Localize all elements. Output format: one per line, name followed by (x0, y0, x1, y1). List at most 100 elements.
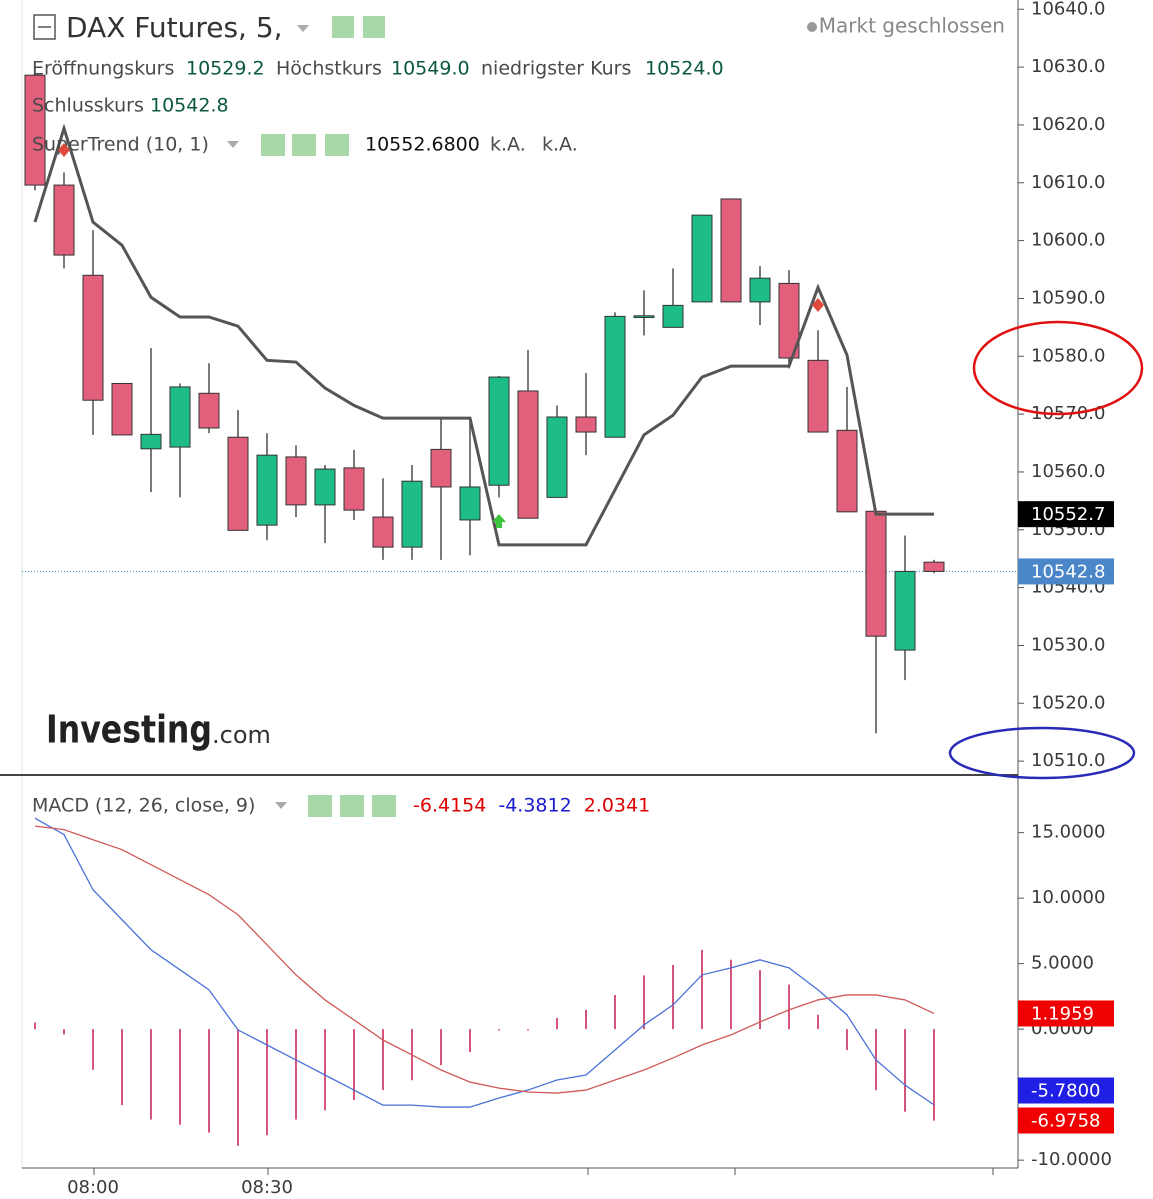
candle-body (140, 433, 162, 450)
dropdown[interactable] (275, 802, 287, 809)
last-value-box (1018, 1077, 1114, 1104)
eye-icon[interactable] (332, 16, 354, 38)
y-tick-label: 10590.0 (1031, 287, 1105, 308)
indicator-value: 10552.6800 (365, 134, 480, 156)
last-value-label: -6.9758 (1031, 1111, 1100, 1132)
macd-line (34, 817, 935, 1108)
legend-value: 10529.2 (186, 58, 265, 80)
candle-body (662, 304, 684, 328)
candle-body (865, 510, 887, 637)
candle-body (343, 467, 365, 511)
candle-body (923, 561, 945, 572)
legend-value: -4.3812 (498, 795, 571, 817)
macd-legend: -6.4154 -4.3812 2.0341 (413, 795, 650, 817)
candle-body (488, 376, 510, 486)
y-tick-label: 10620.0 (1031, 114, 1105, 135)
candle-body (256, 454, 278, 526)
status-dot (807, 22, 817, 32)
y-tick-label: 10.0000 (1031, 887, 1105, 908)
y-tick-label: 10520.0 (1031, 692, 1105, 713)
y-tick-label: 10630.0 (1031, 56, 1105, 77)
y-tick-label: 10600.0 (1031, 230, 1105, 251)
candle-body (836, 429, 858, 513)
close-icon[interactable] (325, 134, 349, 156)
y-tick-label: 10530.0 (1031, 634, 1105, 655)
eye-icon[interactable] (261, 134, 285, 156)
candle-body (169, 386, 191, 448)
last-value-label: 1.1959 (1031, 1003, 1094, 1024)
legend-value: 10542.8 (150, 95, 229, 117)
candle-body (314, 468, 336, 506)
y-tick-label: 10610.0 (1031, 172, 1105, 193)
time-ticks (93, 1168, 994, 1175)
candle-body (778, 282, 800, 359)
collapse-icon[interactable] (33, 14, 56, 40)
candle-body (575, 416, 597, 433)
gear-icon[interactable] (363, 16, 385, 38)
legend-value: -6.4154 (413, 795, 486, 817)
last-value-box (1018, 1000, 1114, 1027)
legend-label: niedrigster Kurs (481, 58, 631, 80)
gear-icon[interactable] (340, 795, 364, 817)
y-tick-label: 10640.0 (1031, 0, 1105, 19)
legend-value: 10524.0 (645, 58, 724, 80)
legend-value: 10549.0 (391, 58, 470, 80)
candle-body (227, 436, 249, 531)
sell-signal (812, 298, 824, 312)
dropdown[interactable] (227, 141, 239, 148)
chart-title: DAX Futures, 5, (66, 11, 283, 44)
candle-body (24, 74, 46, 186)
x-tick-label: 08:00 (67, 1177, 119, 1198)
annotation-circle (948, 726, 1136, 780)
last-value-box (1018, 501, 1114, 528)
legend-label: Eröffnungskurs (32, 58, 174, 80)
dropdown[interactable] (297, 25, 309, 32)
y-tick-label: 5.0000 (1031, 953, 1094, 974)
candle-body (691, 214, 713, 303)
candle-body (198, 392, 220, 429)
y-tick-label: 10510.0 (1031, 750, 1105, 771)
indicator-value: k.A. (490, 134, 526, 156)
sell-signal (58, 143, 70, 157)
annotation-circle (972, 320, 1144, 416)
market-status: Markt geschlossen (819, 14, 1005, 38)
indicator-name: MACD (12, 26, close, 9) (32, 795, 255, 817)
candle-body (517, 390, 539, 519)
candle-body (894, 570, 916, 651)
candle-body (372, 516, 394, 548)
candle-body (53, 184, 75, 256)
last-value-box (1018, 558, 1114, 585)
last-value-box (1018, 1107, 1114, 1134)
legend-label: Schlusskurs (32, 95, 144, 117)
candle-body (459, 486, 481, 521)
candle-body (285, 456, 307, 506)
y-tick-label: -10.0000 (1031, 1149, 1112, 1170)
candle-body (111, 382, 133, 436)
candle-body (430, 448, 452, 488)
last-value-label: -5.7800 (1031, 1081, 1100, 1102)
candle-body (82, 274, 104, 401)
legend-label: Höchstkurs (276, 58, 382, 80)
watermark-brand: Investing (46, 708, 212, 752)
buy-signal (492, 514, 506, 528)
watermark-suffix: .com (212, 721, 271, 749)
macd-line (34, 825, 935, 1094)
y-tick-label: 15.0000 (1031, 822, 1105, 843)
indicator-name: SuperTrend (10, 1) (32, 134, 209, 156)
candle-body (604, 315, 626, 438)
x-tick-label: 08:30 (241, 1177, 293, 1198)
plot: 10640.0 10630.0 10620.0 10610.0 10600.0 10590… (22, 0, 1114, 1198)
close-icon[interactable] (372, 795, 396, 817)
gear-icon[interactable] (292, 134, 316, 156)
candle-body (807, 359, 829, 433)
legend-value: 2.0341 (584, 795, 650, 817)
candle-body (546, 416, 568, 498)
candle-body (633, 315, 655, 319)
indicator-value: k.A. (542, 134, 578, 156)
supertrend-line (33, 123, 934, 547)
eye-icon[interactable] (308, 795, 332, 817)
y-tick-label: 10560.0 (1031, 461, 1105, 482)
last-value-label: 10542.8 (1031, 561, 1105, 582)
